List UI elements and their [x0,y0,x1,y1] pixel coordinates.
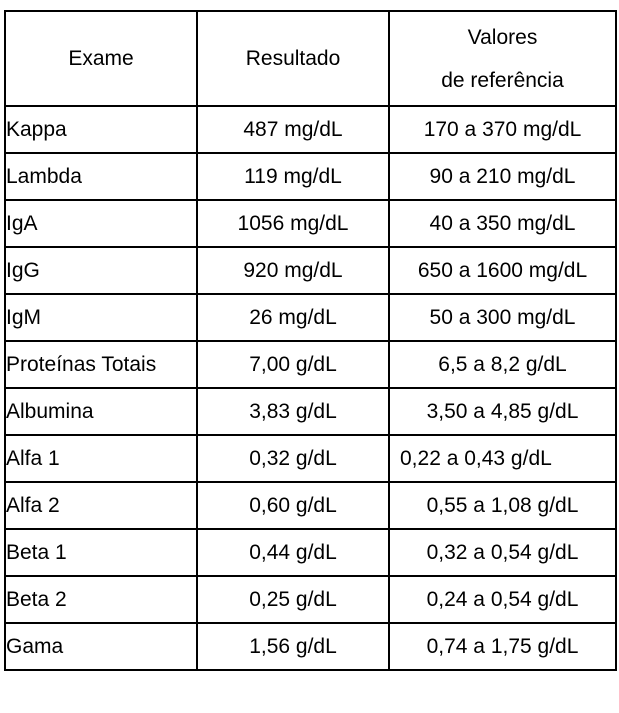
exam-cell: IgA [4,199,198,248]
reference-cell: 0,24 a 0,54 g/dL [388,575,617,624]
table-row: Beta 2 0,25 g/dL 0,24 a 0,54 g/dL [4,575,617,624]
table-row: Lambda 119 mg/dL 90 a 210 mg/dL [4,152,617,201]
table-row: Proteínas Totais 7,00 g/dL 6,5 a 8,2 g/d… [4,340,617,389]
exam-cell: Gama [4,622,198,671]
header-reference: Valores de referência [388,10,617,107]
result-cell: 0,25 g/dL [196,575,390,624]
result-cell: 0,60 g/dL [196,481,390,530]
result-cell: 1056 mg/dL [196,199,390,248]
result-cell: 1,56 g/dL [196,622,390,671]
reference-cell: 0,22 a 0,43 g/dL [388,434,617,483]
table-row: Alfa 1 0,32 g/dL 0,22 a 0,43 g/dL [4,434,617,483]
result-cell: 26 mg/dL [196,293,390,342]
result-cell: 920 mg/dL [196,246,390,295]
header-exam: Exame [4,10,198,107]
table-row: Albumina 3,83 g/dL 3,50 a 4,85 g/dL [4,387,617,436]
reference-cell: 90 a 210 mg/dL [388,152,617,201]
exam-cell: Kappa [4,105,198,154]
table-row: Alfa 2 0,60 g/dL 0,55 a 1,08 g/dL [4,481,617,530]
table-row: IgG 920 mg/dL 650 a 1600 mg/dL [4,246,617,295]
exam-cell: Proteínas Totais [4,340,198,389]
lab-results-table: Exame Resultado Valores de referência Ka… [4,10,617,671]
header-result: Resultado [196,10,390,107]
result-cell: 487 mg/dL [196,105,390,154]
reference-cell: 650 a 1600 mg/dL [388,246,617,295]
result-cell: 7,00 g/dL [196,340,390,389]
exam-cell: IgG [4,246,198,295]
reference-cell: 50 a 300 mg/dL [388,293,617,342]
result-cell: 3,83 g/dL [196,387,390,436]
exam-cell: Beta 2 [4,575,198,624]
result-cell: 0,32 g/dL [196,434,390,483]
reference-cell: 3,50 a 4,85 g/dL [388,387,617,436]
reference-cell: 0,55 a 1,08 g/dL [388,481,617,530]
table-row: Gama 1,56 g/dL 0,74 a 1,75 g/dL [4,622,617,671]
reference-cell: 0,32 a 0,54 g/dL [388,528,617,577]
table-row: Kappa 487 mg/dL 170 a 370 mg/dL [4,105,617,154]
exam-cell: Alfa 1 [4,434,198,483]
reference-cell: 6,5 a 8,2 g/dL [388,340,617,389]
reference-cell: 0,74 a 1,75 g/dL [388,622,617,671]
exam-cell: Beta 1 [4,528,198,577]
exam-cell: Alfa 2 [4,481,198,530]
header-reference-line1: Valores [467,25,538,49]
exam-cell: Albumina [4,387,198,436]
table-row: IgM 26 mg/dL 50 a 300 mg/dL [4,293,617,342]
table-row: Beta 1 0,44 g/dL 0,32 a 0,54 g/dL [4,528,617,577]
result-cell: 0,44 g/dL [196,528,390,577]
reference-cell: 170 a 370 mg/dL [388,105,617,154]
table-header-row: Exame Resultado Valores de referência [4,10,617,107]
table-row: IgA 1056 mg/dL 40 a 350 mg/dL [4,199,617,248]
header-reference-line2: de referência [441,68,564,92]
exam-cell: Lambda [4,152,198,201]
result-cell: 119 mg/dL [196,152,390,201]
exam-cell: IgM [4,293,198,342]
reference-cell: 40 a 350 mg/dL [388,199,617,248]
